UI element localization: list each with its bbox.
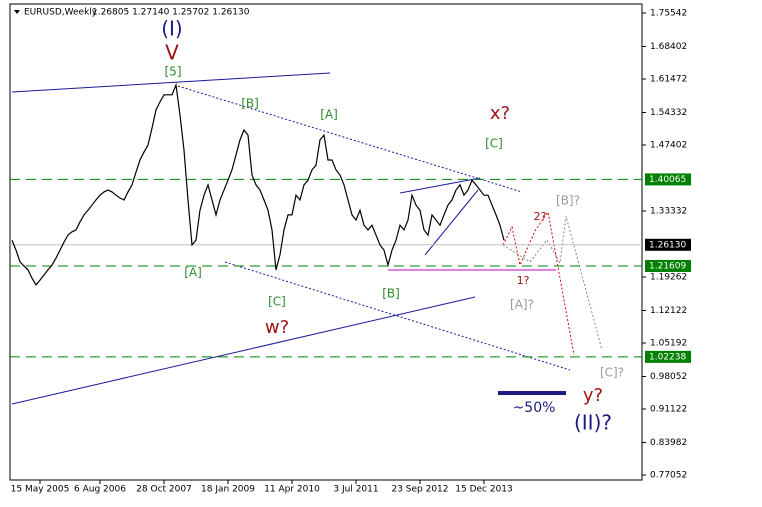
x-tick-label: 6 Aug 2006 (74, 485, 126, 495)
projection (502, 215, 603, 351)
y-tick-label: 0.98052 (650, 372, 687, 382)
ohlc: 1.26805 1.27140 1.25702 1.26130 (92, 8, 250, 18)
wave-label: [B]? (556, 194, 580, 208)
wave-label: 1? (517, 274, 530, 287)
wave-label: [5] (165, 65, 182, 79)
y-tick-label: 0.77052 (650, 471, 687, 481)
menu-icon (14, 10, 20, 14)
y-tick-label: 1.54332 (650, 108, 687, 118)
wave-label: (I) (161, 17, 183, 41)
y-tick-label: 1.61472 (650, 75, 687, 85)
wave-label: [C]? (600, 366, 624, 380)
wave-label: w? (265, 317, 289, 338)
trend-line (399, 177, 481, 194)
y-tick-label: 1.47402 (650, 141, 687, 151)
price-label-box (645, 238, 691, 251)
chart-title: EURUSD,Weekly (24, 8, 98, 18)
y-tick-label: 1.33332 (650, 207, 687, 217)
x-tick-label: 15 Dec 2013 (455, 485, 513, 495)
wave-label: [B] (382, 287, 400, 301)
level-label-box (645, 173, 691, 186)
trend-line (424, 189, 479, 256)
y-tick-label: 0.91122 (650, 405, 687, 415)
wave-label: [B] (241, 97, 259, 111)
y-tick-label: 1.75542 (650, 8, 687, 18)
wave-label: y? (583, 385, 603, 406)
trend-line (11, 296, 476, 405)
y-tick-label: 1.68402 (650, 42, 687, 52)
trend-lines (11, 72, 603, 405)
wave-label: 2? (534, 210, 547, 223)
channel-line (224, 261, 571, 371)
level-label-box (645, 259, 691, 272)
wave-label: (II)? (574, 411, 612, 435)
y-tick-label: 1.12122 (650, 306, 687, 316)
x-tick-label: 23 Sep 2012 (391, 485, 448, 495)
wave-label: ~50% (513, 400, 556, 416)
wave-label: [A] (320, 108, 338, 122)
price-line-series (11, 82, 505, 286)
wave-label: [A]? (510, 298, 534, 312)
x-tick-label: 18 Jan 2009 (201, 485, 255, 495)
wave-label: [A] (184, 266, 202, 280)
projection (502, 210, 575, 356)
wave-label: V (165, 41, 179, 65)
wave-label: [C] (268, 295, 286, 309)
level-label: 1.40065 (649, 175, 686, 185)
level-label: 1.02238 (649, 352, 686, 362)
level-label: 1.21609 (649, 261, 686, 271)
x-tick-label: 3 Jul 2011 (333, 485, 378, 495)
y-tick-label: 1.05192 (650, 339, 687, 349)
level-label-box (645, 350, 691, 363)
plot-frame (9, 3, 643, 481)
trend-line (11, 72, 331, 93)
price-label: 1.26130 (649, 240, 686, 250)
wave-label: [C] (485, 137, 503, 151)
x-tick-label: 28 Oct 2007 (136, 485, 192, 495)
x-tick-label: 15 May 2005 (11, 485, 70, 495)
y-tick-label: 1.19262 (650, 273, 687, 283)
wave-label: x? (490, 103, 510, 124)
x-tick-label: 11 Apr 2010 (264, 485, 320, 495)
y-tick-label: 0.83982 (650, 438, 687, 448)
